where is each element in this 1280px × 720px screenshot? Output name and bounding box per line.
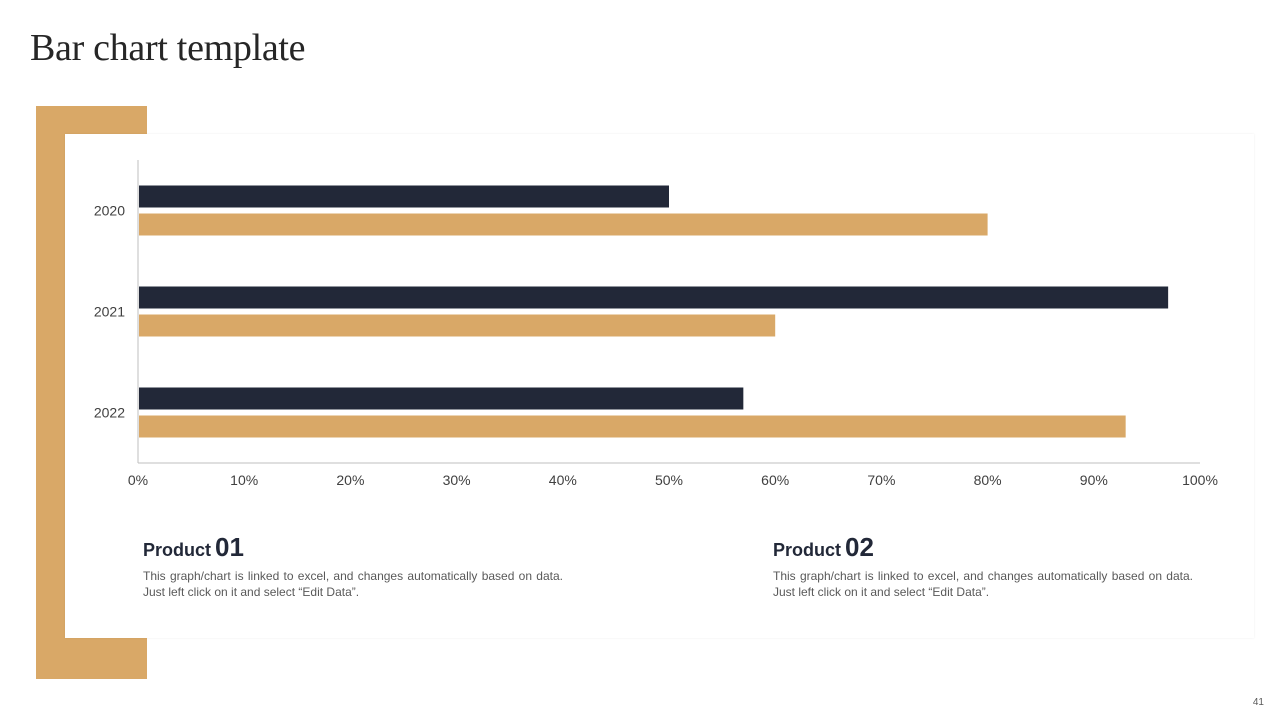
product-02-heading: Product 02: [773, 532, 1193, 562]
bar-2020-series-2: [139, 213, 988, 236]
product-01-block: Product 01 This graph/chart is linked to …: [143, 532, 563, 600]
x-tick-label-70: 70%: [867, 472, 895, 488]
product-02-number: 02: [845, 532, 874, 562]
x-tick-label-100: 100%: [1182, 472, 1218, 488]
bar-2021-series-2: [139, 314, 776, 337]
product-01-description: This graph/chart is linked to excel, and…: [143, 569, 563, 599]
product-02-word: Product: [773, 540, 842, 560]
bar-2020-series-1: [139, 185, 669, 208]
x-tick-label-40: 40%: [549, 472, 577, 488]
x-tick-label-30: 30%: [443, 472, 471, 488]
bar-2021-series-1: [139, 286, 1169, 309]
x-tick-label-0: 0%: [128, 472, 148, 488]
product-01-number: 01: [215, 532, 244, 562]
y-tick-label-2021: 2021: [94, 304, 125, 320]
x-tick-label-20: 20%: [336, 472, 364, 488]
x-tick-label-10: 10%: [230, 472, 258, 488]
bar-2022-series-1: [139, 387, 744, 410]
x-tick-label-90: 90%: [1080, 472, 1108, 488]
y-tick-label-2022: 2022: [94, 405, 125, 421]
product-01-word: Product: [143, 540, 212, 560]
bar-2022-series-2: [139, 415, 1126, 438]
x-tick-label-60: 60%: [761, 472, 789, 488]
product-02-description: This graph/chart is linked to excel, and…: [773, 569, 1193, 599]
product-01-heading: Product 01: [143, 532, 563, 562]
x-tick-label-50: 50%: [655, 472, 683, 488]
y-tick-label-2020: 2020: [94, 203, 125, 219]
slide-title: Bar chart template: [30, 27, 306, 69]
x-tick-label-80: 80%: [974, 472, 1002, 488]
page-number: 41: [1252, 697, 1264, 708]
product-02-block: Product 02 This graph/chart is linked to …: [773, 532, 1193, 600]
